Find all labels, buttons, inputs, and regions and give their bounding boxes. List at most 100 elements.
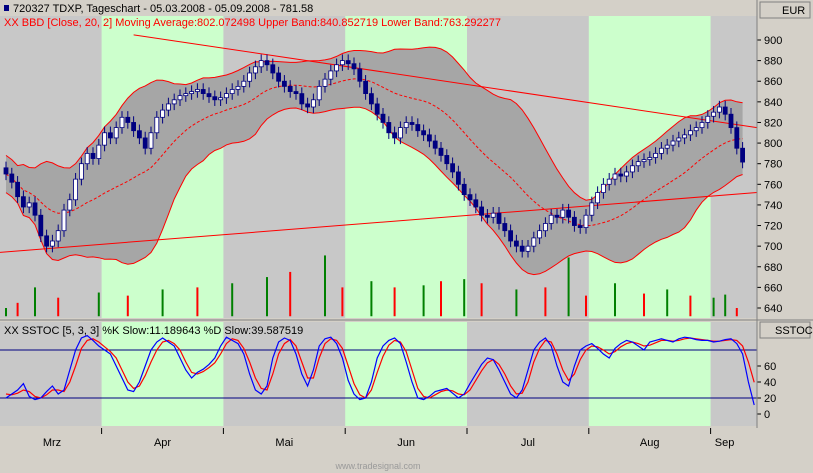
candle	[630, 165, 635, 173]
candle	[345, 60, 351, 65]
chart-title: 720327 TDXP, Tageschart - 05.03.2008 - 0…	[13, 3, 313, 15]
volume-bar	[440, 281, 442, 317]
stoch-label-box	[759, 321, 811, 339]
candle	[432, 140, 438, 149]
candle	[212, 96, 218, 101]
candle	[426, 134, 432, 142]
candle	[79, 163, 84, 180]
stoch-tick-label: 0	[764, 409, 770, 421]
candle	[165, 103, 171, 111]
candle	[479, 206, 485, 216]
candle	[287, 85, 293, 92]
volume-bar	[231, 283, 234, 317]
candle	[90, 152, 96, 159]
candle	[339, 60, 345, 66]
candle	[113, 127, 119, 139]
candle	[171, 99, 177, 105]
candle	[218, 97, 224, 101]
candle	[409, 122, 415, 125]
candle	[589, 202, 595, 216]
price-tick-label: 840	[764, 97, 782, 109]
volume-bars	[5, 255, 738, 317]
price-tick-label: 660	[764, 282, 782, 294]
candle	[624, 171, 629, 177]
stoch-month-stripe	[101, 322, 224, 426]
volume-bar	[515, 289, 518, 317]
candle	[467, 194, 473, 201]
volume-bar	[724, 294, 727, 317]
candle	[102, 132, 107, 146]
candle	[32, 202, 38, 216]
volume-bar	[463, 279, 466, 317]
volume-bar	[341, 287, 344, 317]
candle	[386, 122, 392, 134]
volume-bar	[34, 287, 36, 317]
candle	[548, 214, 554, 224]
candle	[531, 237, 537, 247]
volume-bar	[5, 308, 7, 317]
candle	[258, 60, 264, 68]
candle	[334, 64, 340, 72]
candle	[519, 245, 525, 252]
candle	[351, 63, 357, 70]
candle	[560, 209, 566, 218]
candle	[368, 93, 374, 105]
trendlines	[0, 34, 758, 253]
candle	[293, 91, 299, 94]
stoch-tick-label: 20	[764, 393, 776, 405]
volume-bar	[643, 293, 645, 317]
volume-bar	[324, 255, 326, 317]
candle	[235, 85, 241, 90]
candle	[676, 137, 682, 142]
stoch-lines	[5, 334, 755, 406]
bollinger-bands	[5, 46, 743, 276]
candle	[200, 89, 206, 94]
candle	[270, 64, 276, 74]
price-tick-label: 740	[764, 200, 782, 212]
candle	[473, 199, 479, 208]
volume-bar	[666, 289, 669, 317]
candle	[305, 103, 311, 108]
candle	[299, 93, 305, 105]
stoch-axis-label: SSTOC	[775, 325, 813, 337]
bollinger-legend: XX BBD [Close, 20, 2] Moving Average:802…	[4, 17, 501, 29]
price-axis: 640 660 680 700 720 740 760 780 800 820 840 860 880 9…	[757, 35, 782, 315]
candle	[461, 183, 467, 196]
candle	[693, 127, 699, 132]
stoch-k-line	[5, 334, 755, 406]
candle	[119, 116, 125, 129]
candle	[618, 173, 624, 177]
volume-bar	[544, 287, 547, 317]
candle	[183, 93, 189, 97]
candle	[444, 155, 450, 165]
stoch-axis: 0 20 40 60	[757, 361, 776, 421]
volume-bar	[567, 257, 570, 317]
candle	[583, 214, 589, 229]
candle	[247, 72, 253, 82]
price-tick-label: 900	[764, 35, 782, 47]
candle	[276, 72, 282, 82]
price-tick-label: 780	[764, 159, 782, 171]
candle	[264, 60, 270, 66]
candle	[566, 209, 571, 218]
candle	[136, 130, 142, 139]
candle	[96, 144, 102, 159]
title-marker	[4, 5, 9, 11]
volume-bar	[480, 283, 483, 317]
candle	[711, 111, 716, 117]
candle	[496, 212, 502, 224]
candle	[38, 214, 44, 237]
candle	[73, 178, 78, 201]
candle	[357, 68, 363, 82]
candle	[653, 152, 658, 158]
candle	[397, 127, 403, 139]
candle	[322, 78, 328, 87]
candle	[484, 214, 490, 218]
price-tick-label: 860	[764, 76, 782, 88]
candle	[438, 147, 444, 156]
candle	[641, 159, 647, 163]
stoch-month-stripe	[345, 322, 467, 426]
month-label: Jul	[521, 437, 535, 449]
volume-bar	[289, 271, 292, 317]
volume-bar	[161, 289, 164, 317]
